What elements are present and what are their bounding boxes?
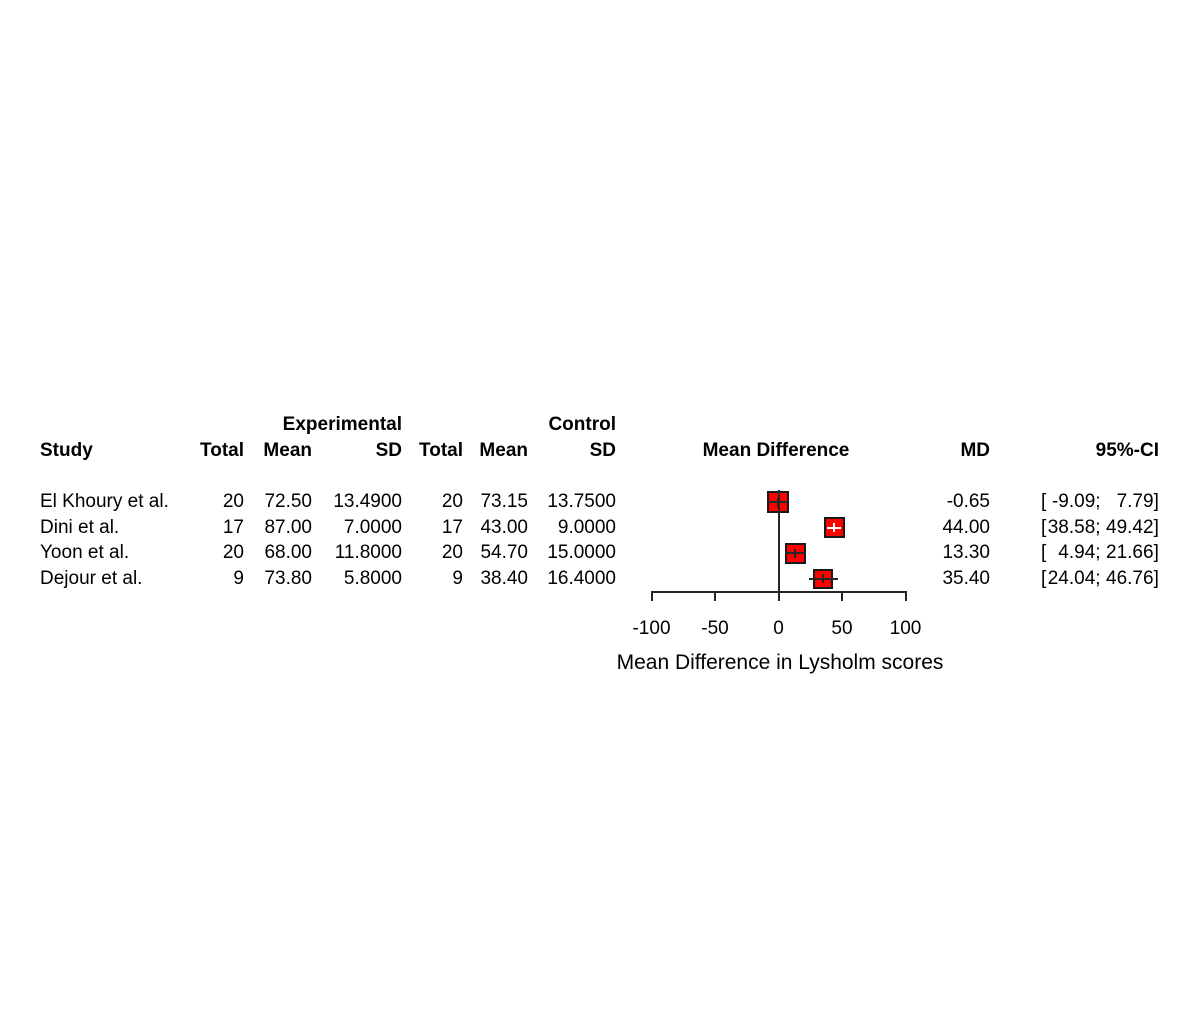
ci-value: [4.94; 21.66] xyxy=(1041,542,1159,563)
total-exp-value: 20 xyxy=(222,491,244,512)
study-name: Dini et al. xyxy=(40,516,120,538)
x-tick-label: 0 xyxy=(773,618,784,639)
sd-ctl-value: 13.7500 xyxy=(547,491,616,512)
sd-exp-value: 5.8000 xyxy=(343,567,402,589)
sd-exp-value: 13.4900 xyxy=(333,491,402,512)
md-column-header: MD xyxy=(960,440,990,461)
x-tick-label: -100 xyxy=(632,618,671,639)
total-ctl-column-header: Total xyxy=(419,440,463,461)
ci-column-header: 95%-CI xyxy=(1095,440,1159,461)
total-ctl-value: 17 xyxy=(441,516,463,538)
study-name: El Khoury et al. xyxy=(40,491,169,512)
total-ctl-value: 20 xyxy=(441,491,463,512)
study-name: Yoon et al. xyxy=(40,542,130,563)
x-tick xyxy=(714,591,716,601)
total-exp-value: 20 xyxy=(222,542,244,563)
total-exp-value: 9 xyxy=(233,567,244,589)
x-tick xyxy=(650,591,653,601)
mean-exp-value: 87.00 xyxy=(264,516,312,538)
x-tick xyxy=(777,591,780,601)
total-exp-column-header: Total xyxy=(200,440,244,461)
x-tick-label: 50 xyxy=(831,618,853,639)
md-value: 44.00 xyxy=(942,516,990,538)
ci-value: [-9.09; 7.79] xyxy=(1041,491,1159,512)
md-value: -0.65 xyxy=(946,491,990,512)
total-ctl-value: 9 xyxy=(452,567,463,589)
sd-exp-column-header: SD xyxy=(375,440,402,461)
mean-ctl-value: 43.00 xyxy=(480,516,528,538)
sd-ctl-value: 16.4000 xyxy=(547,567,616,589)
sd-ctl-value: 15.0000 xyxy=(547,542,616,563)
zero-line xyxy=(777,490,780,593)
ci-value: [38.58; 49.42] xyxy=(1041,516,1159,538)
experimental-group-header: Experimental xyxy=(282,414,402,435)
control-group-header: Control xyxy=(548,414,616,435)
total-ctl-value: 20 xyxy=(441,542,463,563)
mean-ctl-value: 38.40 xyxy=(480,567,528,589)
mean-exp-value: 68.00 xyxy=(264,542,312,563)
x-tick-label: 100 xyxy=(889,618,922,639)
mean-exp-value: 73.80 xyxy=(264,567,312,589)
mean-ctl-column-header: Mean xyxy=(479,440,528,461)
mean-ctl-value: 73.15 xyxy=(480,491,528,512)
sd-exp-value: 7.0000 xyxy=(343,516,402,538)
md-value: 13.30 xyxy=(942,542,990,563)
point-estimate-tick xyxy=(794,548,797,558)
x-tick-label: -50 xyxy=(701,618,729,639)
sd-ctl-column-header: SD xyxy=(589,440,616,461)
md-value: 35.40 xyxy=(942,567,990,589)
ci-value: [24.04; 46.76] xyxy=(1041,567,1159,589)
mean-exp-value: 72.50 xyxy=(264,491,312,512)
sd-exp-value: 11.8000 xyxy=(334,542,402,563)
study-column-header: Study xyxy=(40,440,93,461)
x-tick xyxy=(904,591,907,601)
x-axis-label: Mean Difference in Lysholm scores xyxy=(616,651,944,674)
sd-ctl-value: 9.0000 xyxy=(557,516,616,538)
x-tick xyxy=(841,591,843,601)
total-exp-value: 17 xyxy=(222,516,244,538)
point-estimate-tick xyxy=(776,497,779,507)
study-name: Dejour et al. xyxy=(40,567,143,589)
point-estimate-tick xyxy=(833,523,836,532)
plot-column-header: Mean Difference xyxy=(702,440,850,461)
mean-exp-column-header: Mean xyxy=(263,440,312,461)
mean-ctl-value: 54.70 xyxy=(480,542,528,563)
point-estimate-tick xyxy=(822,574,825,583)
